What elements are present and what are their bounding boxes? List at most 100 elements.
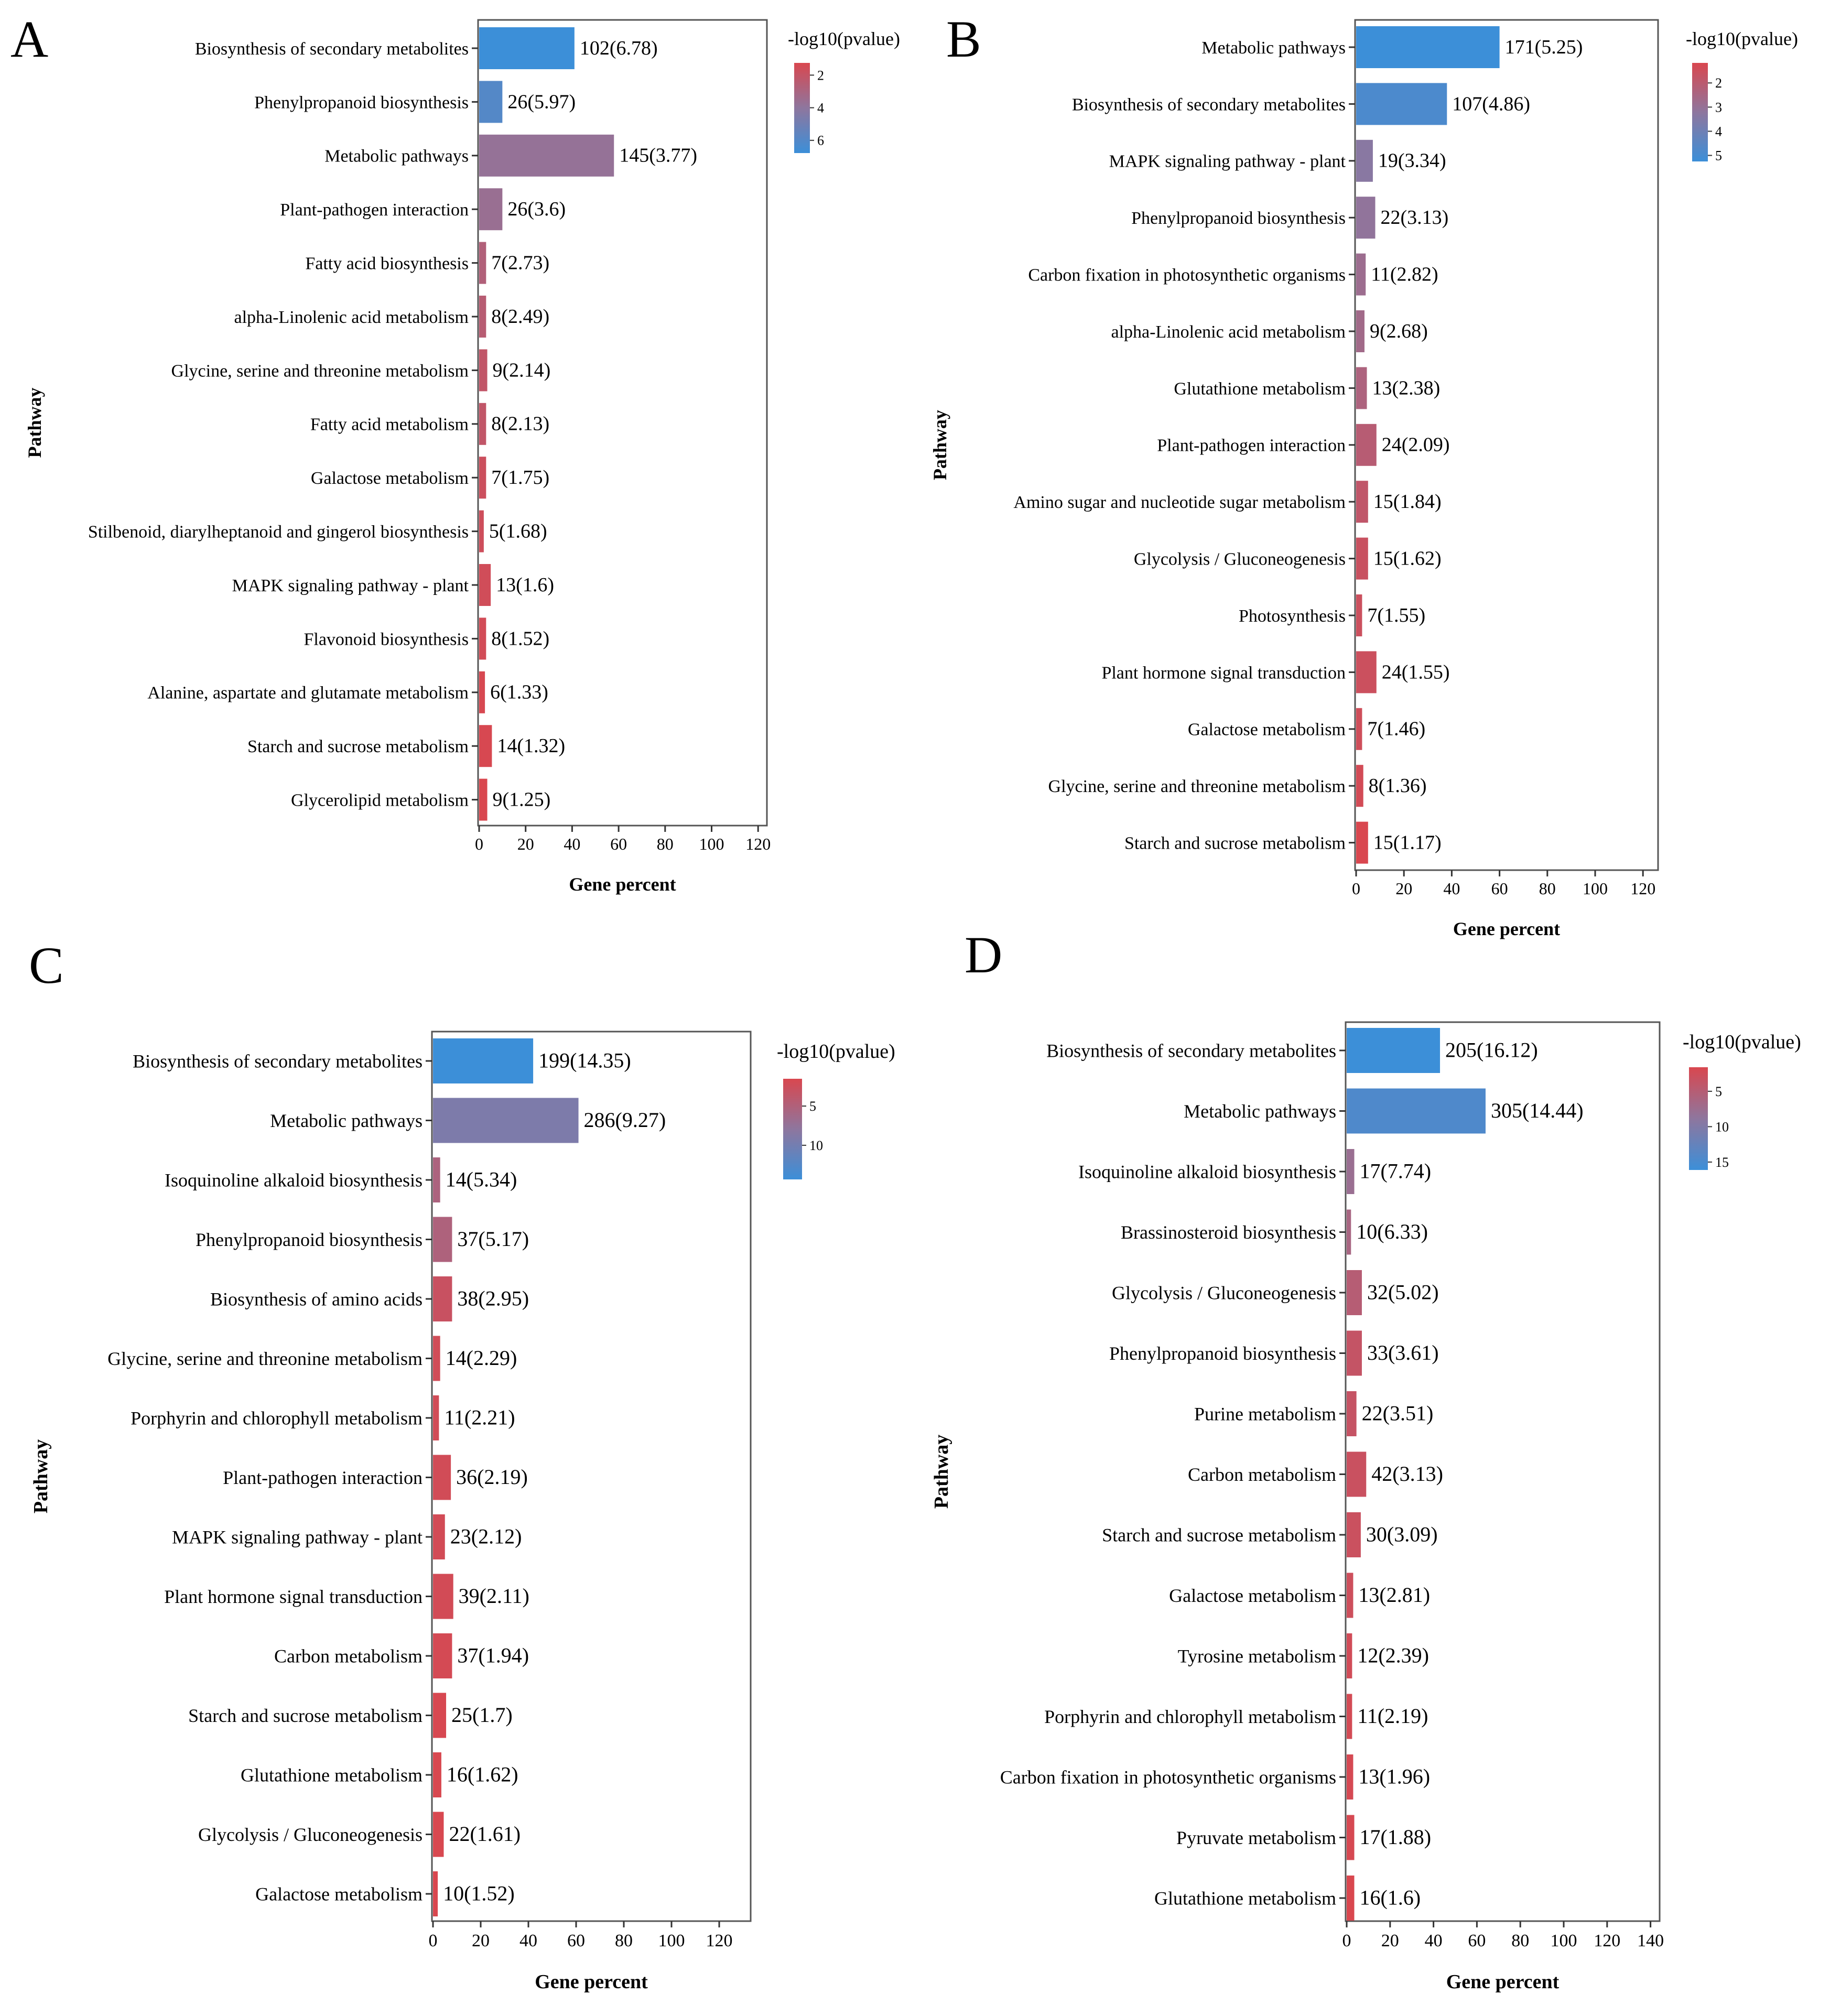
- data-label: 9(2.14): [493, 359, 551, 381]
- data-label: 15(1.17): [1373, 832, 1442, 854]
- bar: [433, 1336, 440, 1381]
- y-tick-label: Plant-pathogen interaction: [280, 200, 469, 220]
- y-tick-label: Carbon fixation in photosynthetic organi…: [1000, 1767, 1336, 1788]
- x-tick-label: 60: [1491, 879, 1508, 898]
- data-label: 42(3.13): [1371, 1462, 1443, 1486]
- bar: [433, 1098, 579, 1143]
- bar: [1347, 1391, 1357, 1436]
- x-tick-label: 100: [658, 1931, 685, 1950]
- x-tick-label: 40: [564, 834, 580, 853]
- x-tick-label: 80: [657, 834, 674, 853]
- plot-frame: [431, 1031, 752, 1922]
- x-tick-label: 60: [1468, 1931, 1486, 1950]
- y-tick-label: Metabolic pathways: [1201, 38, 1346, 58]
- data-label: 16(1.6): [1359, 1886, 1421, 1910]
- data-label: 11(2.19): [1357, 1704, 1428, 1728]
- y-tick-label: Phenylpropanoid biosynthesis: [1131, 209, 1346, 228]
- legend-color-bar: [1692, 63, 1708, 161]
- bar: [433, 1812, 444, 1857]
- y-tick-label: Carbon metabolism: [274, 1646, 423, 1667]
- data-label: 15(1.84): [1373, 491, 1442, 513]
- bar: [479, 725, 492, 767]
- y-axis-title: Pathway: [30, 1439, 52, 1513]
- x-tick-label: 40: [1425, 1931, 1443, 1950]
- x-axis-title: Gene percent: [569, 874, 676, 895]
- legend-color-bar: [794, 63, 810, 153]
- x-tick-label: 60: [610, 834, 627, 853]
- y-tick-label: MAPK signaling pathway - plant: [1109, 152, 1346, 171]
- y-tick-label: Isoquinoline alkaloid biosynthesis: [1078, 1162, 1336, 1183]
- panel-letter-c: C: [29, 936, 64, 994]
- y-tick-label: Biosynthesis of secondary metabolites: [1072, 95, 1346, 114]
- bar: [1356, 821, 1368, 864]
- bar: [433, 1157, 440, 1202]
- data-label: 22(3.13): [1380, 207, 1448, 229]
- y-tick-label: Glycine, serine and threonine metabolism: [171, 361, 469, 381]
- y-tick-label: Biosynthesis of secondary metabolites: [195, 39, 469, 59]
- data-label: 7(1.55): [1367, 604, 1425, 626]
- legend-title: -log10(pvalue): [1683, 1031, 1801, 1053]
- data-label: 33(3.61): [1367, 1341, 1439, 1364]
- panel-letter-d: D: [965, 926, 1002, 984]
- bar: [433, 1395, 439, 1440]
- data-label: 7(1.75): [491, 467, 549, 489]
- y-axis-title: Pathway: [929, 410, 950, 480]
- y-tick-label: Phenylpropanoid biosynthesis: [1109, 1343, 1336, 1364]
- y-tick-label: Brassinosteroid biosynthesis: [1121, 1222, 1336, 1243]
- bar: [1356, 26, 1500, 68]
- y-tick-label: Fatty acid biosynthesis: [305, 254, 469, 274]
- data-label: 30(3.09): [1366, 1523, 1438, 1546]
- y-tick-label: Metabolic pathways: [270, 1110, 423, 1131]
- y-tick-label: Alanine, aspartate and glutamate metabol…: [147, 684, 469, 703]
- y-tick-label: Glutathione metabolism: [1154, 1888, 1336, 1909]
- x-tick-label: 0: [1342, 1931, 1351, 1950]
- y-tick-label: Pyruvate metabolism: [1176, 1827, 1336, 1848]
- data-label: 22(3.51): [1362, 1402, 1434, 1425]
- legend-tick-label: 4: [1715, 124, 1722, 139]
- data-label: 6(1.33): [490, 681, 548, 703]
- data-label: 13(1.96): [1358, 1765, 1430, 1789]
- x-tick-label: 0: [429, 1931, 438, 1950]
- panel-b: B Metabolic pathways 171(5.25) Biosynthesi…: [929, 10, 1798, 939]
- bar: [1347, 1149, 1355, 1194]
- data-label: 8(1.52): [491, 627, 549, 649]
- bar: [479, 349, 488, 392]
- legend-tick-label: 3: [1715, 100, 1722, 115]
- data-label: 37(5.17): [457, 1227, 529, 1251]
- x-tick-label: 0: [1352, 879, 1360, 898]
- y-tick-label: Glycolysis / Gluconeogenesis: [1112, 1283, 1336, 1304]
- legend-tick-label: 2: [1715, 75, 1722, 91]
- y-tick-label: Metabolic pathways: [324, 147, 469, 166]
- y-tick-label: Glutathione metabolism: [241, 1765, 423, 1786]
- y-tick-label: Starch and sucrose metabolism: [1102, 1525, 1336, 1546]
- y-tick-label: Galactose metabolism: [311, 469, 469, 488]
- data-label: 13(2.38): [1372, 377, 1441, 399]
- legend-title: -log10(pvalue): [777, 1040, 895, 1063]
- bar: [1347, 1330, 1362, 1376]
- bar: [1356, 197, 1376, 239]
- y-axis-title: Pathway: [24, 388, 45, 458]
- bar: [1347, 1876, 1355, 1921]
- y-tick-label: Biosynthesis of amino acids: [210, 1289, 423, 1310]
- bar: [1356, 139, 1373, 182]
- data-label: 11(2.82): [1371, 264, 1438, 286]
- y-tick-label: Carbon fixation in photosynthetic organi…: [1028, 266, 1346, 285]
- data-label: 7(2.73): [491, 252, 549, 274]
- y-tick-label: Phenylpropanoid biosynthesis: [254, 93, 469, 112]
- data-label: 24(1.55): [1382, 661, 1450, 683]
- bar: [479, 27, 575, 69]
- y-tick-label: Glycolysis / Gluconeogenesis: [1134, 550, 1346, 569]
- bar: [1347, 1209, 1351, 1255]
- y-tick-label: Plant hormone signal transduction: [1101, 663, 1346, 682]
- data-label: 9(2.68): [1370, 320, 1428, 342]
- data-label: 32(5.02): [1367, 1281, 1439, 1304]
- y-tick-label: Stilbenoid, diarylheptanoid and gingerol…: [88, 523, 469, 542]
- panel-letter-a: A: [10, 10, 48, 68]
- y-tick-label: Phenylpropanoid biosynthesis: [196, 1229, 423, 1250]
- panel-letter-b: B: [946, 10, 981, 68]
- x-tick-label: 120: [1630, 879, 1655, 898]
- bar: [433, 1752, 441, 1797]
- x-tick-label: 120: [1594, 1931, 1620, 1950]
- y-tick-label: Isoquinoline alkaloid biosynthesis: [165, 1170, 423, 1191]
- x-tick-label: 140: [1637, 1931, 1664, 1950]
